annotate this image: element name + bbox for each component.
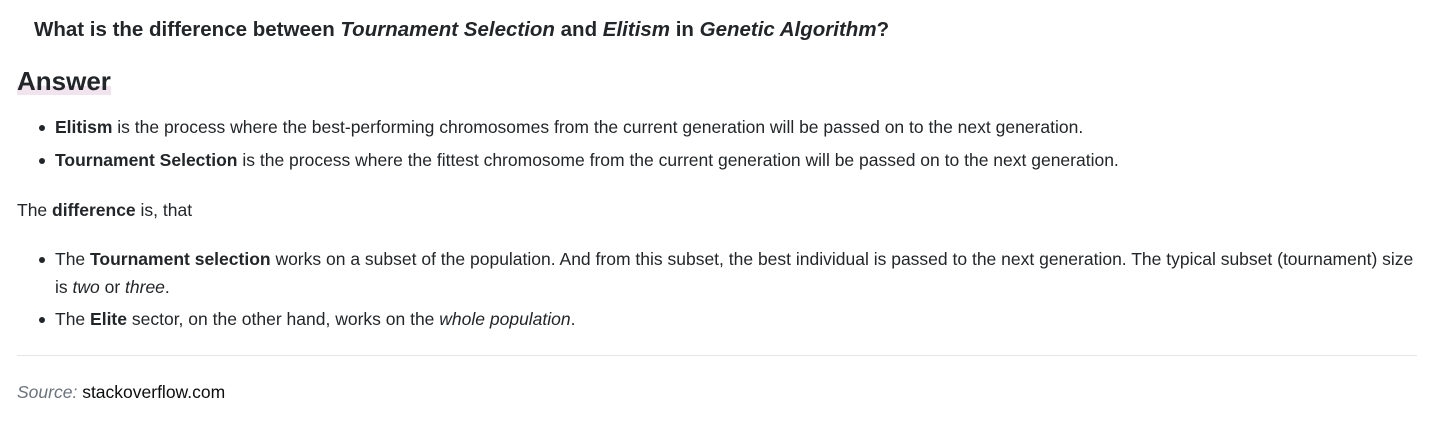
list-item: Tournament Selection is the process wher… (17, 146, 1417, 174)
question-text: and (554, 18, 603, 41)
list-item: The Elite sector, on the other hand, wor… (17, 305, 1417, 333)
emphasis-text: two (72, 277, 100, 297)
divider (17, 355, 1417, 356)
source-line: Source: stackoverflow.com (17, 378, 225, 406)
differences-list: The Tournament selection works on a subs… (17, 245, 1417, 333)
emphasis-text: three (125, 277, 165, 297)
list-item: Elitism is the process where the best-pe… (17, 113, 1417, 141)
question-term-ga: Genetic Algorithm (699, 18, 877, 41)
difference-term: difference (52, 200, 136, 220)
difference-term: Tournament selection (90, 249, 271, 269)
answer-heading: Answer (17, 66, 111, 96)
question-text: in (670, 18, 700, 41)
question-title: What is the difference between Tournamen… (34, 16, 889, 44)
definition-text: is the process where the best-performing… (112, 117, 1084, 137)
source-link[interactable]: stackoverflow.com (82, 382, 226, 402)
question-term-tournament: Tournament Selection (340, 18, 555, 41)
difference-intro: The difference is, that (17, 200, 193, 220)
definition-term: Tournament Selection (55, 150, 238, 170)
list-item: The Tournament selection works on a subs… (17, 245, 1417, 301)
difference-term: Elite (90, 309, 127, 329)
source-label: Source: (17, 382, 78, 402)
question-text: ? (876, 18, 890, 41)
definition-text: is the process where the fittest chromos… (237, 150, 1119, 170)
question-text: What is the difference between (34, 18, 341, 41)
emphasis-text: whole population (439, 309, 571, 329)
definition-term: Elitism (55, 117, 113, 137)
definitions-list: Elitism is the process where the best-pe… (17, 113, 1417, 174)
question-term-elitism: Elitism (602, 18, 671, 41)
